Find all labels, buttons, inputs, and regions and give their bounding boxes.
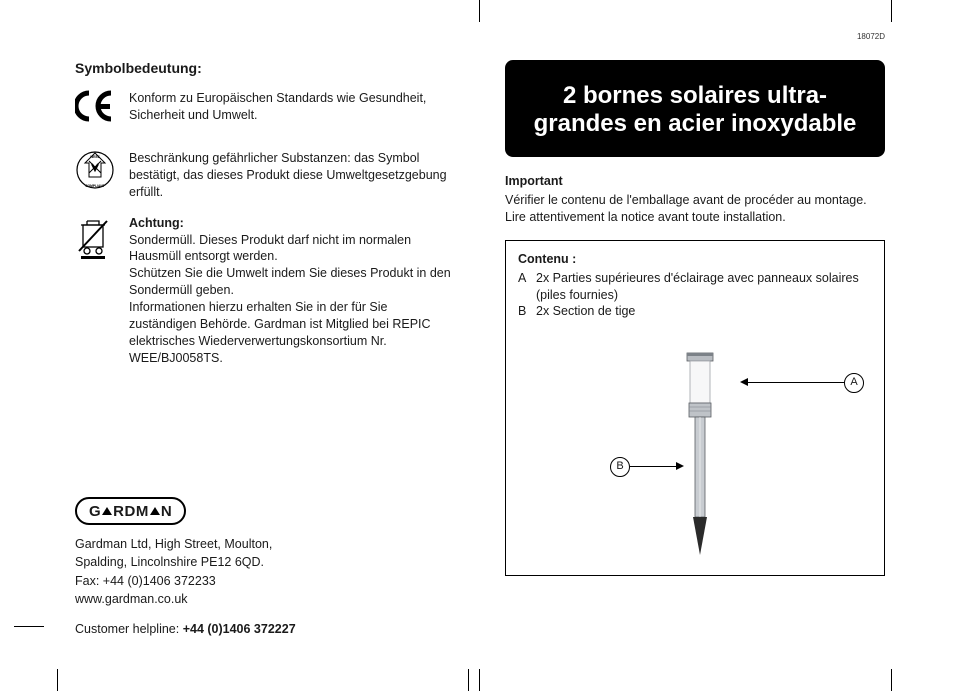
item-text: 2x Section de tige [536,303,872,320]
address-line: Fax: +44 (0)1406 372233 [75,572,455,590]
arrow-left-icon [740,378,748,386]
product-code: 18072D [857,32,885,41]
callout-label-a: A [844,373,864,393]
language-badge: FR [844,46,875,60]
symbol-heading: Symbolbedeutung: [75,60,455,76]
contents-heading: Contenu : [518,252,576,266]
symbol-row-nobin: Achtung: Sondermüll. Dieses Produkt darf… [75,215,455,367]
gardman-logo: GRDMN [75,497,186,526]
important-line: Lire attentivement la notice avant toute… [505,209,885,226]
svg-text:COMPLIANT: COMPLIANT [85,184,105,188]
callout-line [630,466,676,467]
svg-text:WEEE: WEEE [90,155,101,159]
symbol-row-ce: Konform zu Europäischen Standards wie Ge… [75,90,455,136]
helpline-number: +44 (0)1406 372227 [183,622,296,636]
title-line: grandes en acier inoxydable [534,110,857,137]
list-item: B 2x Section de tige [518,303,872,320]
contents-list: A 2x Parties supérieures d'éclairage ave… [518,270,872,321]
symbol-text: Konform zu Europäischen Standards wie Ge… [121,90,455,124]
helpline-label: Customer helpline: [75,622,183,636]
helpline: Customer helpline: +44 (0)1406 372227 [75,620,455,638]
callout-label-b: B [610,457,630,477]
callout-line [748,382,844,383]
title-line: 2 bornes solaires ultra- [563,82,827,109]
weee-compliant-icon: WEEE COMPLIANT [75,150,121,196]
important-heading: Important [505,173,885,190]
achtung-text: Sondermüll. Dieses Produkt darf nicht im… [129,233,451,365]
company-block: GRDMN Gardman Ltd, High Street, Moulton,… [75,497,455,638]
bollard-light-illustration [506,345,884,565]
item-key: A [518,270,536,304]
contents-box: Contenu : A 2x Parties supérieures d'écl… [505,240,885,576]
product-title: 2 bornes solaires ultra- grandes en acie… [523,82,867,137]
arrow-right-icon [676,462,684,470]
list-item: A 2x Parties supérieures d'éclairage ave… [518,270,872,304]
ce-icon [75,90,121,136]
symbol-row-weee: WEEE COMPLIANT Beschränkung gefährlicher… [75,150,455,201]
important-block: Important Vérifier le contenu de l'embal… [505,173,885,226]
left-page: Symbolbedeutung: Konform zu Europäischen… [75,60,455,638]
address-line: Gardman Ltd, High Street, Moulton, [75,535,455,553]
address-line: Spalding, Lincolnshire PE12 6QD. [75,553,455,571]
product-diagram: A B [506,345,884,565]
item-key: B [518,303,536,320]
no-bin-icon [75,215,121,261]
address-line: www.gardman.co.uk [75,590,455,608]
item-text: 2x Parties supérieures d'éclairage avec … [536,270,872,304]
important-line: Vérifier le contenu de l'emballage avant… [505,192,885,209]
symbol-text: Beschränkung gefährlicher Substanzen: da… [121,150,455,201]
symbol-text: Achtung: Sondermüll. Dieses Produkt darf… [121,215,455,367]
product-title-box: 18072D FR 2 bornes solaires ultra- grand… [505,60,885,157]
achtung-label: Achtung: [129,216,184,230]
right-page: 18072D FR 2 bornes solaires ultra- grand… [505,60,885,576]
